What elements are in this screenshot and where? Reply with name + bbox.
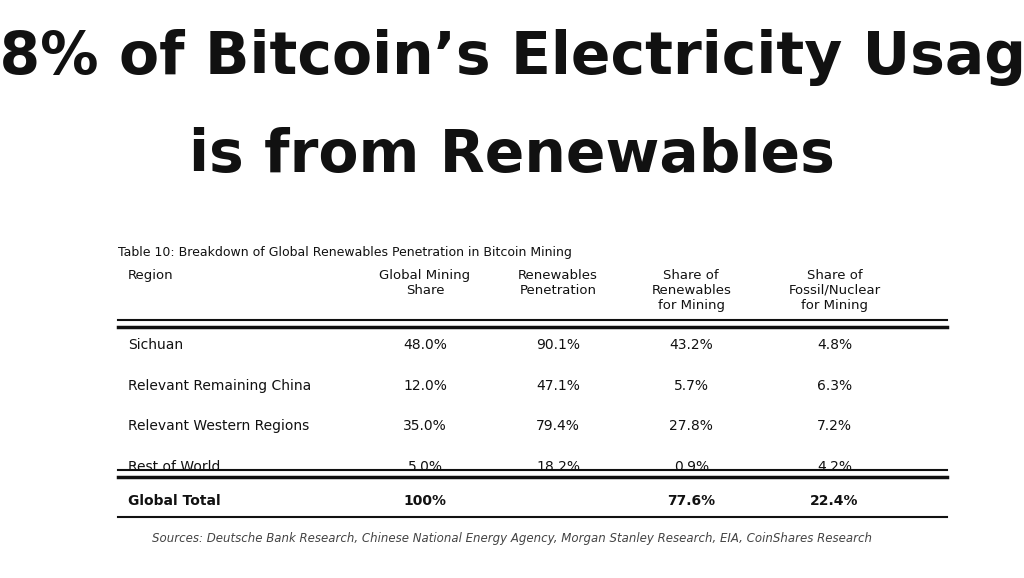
Text: is from Renewables: is from Renewables [189, 127, 835, 184]
Text: 35.0%: 35.0% [403, 419, 446, 433]
Text: 43.2%: 43.2% [670, 338, 713, 352]
Text: 6.3%: 6.3% [817, 379, 852, 392]
Text: 5.7%: 5.7% [674, 379, 709, 392]
Text: Renewables
Penetration: Renewables Penetration [518, 269, 598, 297]
Text: 12.0%: 12.0% [403, 379, 446, 392]
Text: Share of
Renewables
for Mining: Share of Renewables for Mining [651, 269, 731, 312]
Text: 27.8%: 27.8% [670, 419, 713, 433]
Text: Region: Region [128, 269, 174, 281]
Text: Rest of World: Rest of World [128, 460, 220, 473]
Text: Relevant Remaining China: Relevant Remaining China [128, 379, 311, 392]
Text: 79.4%: 79.4% [537, 419, 580, 433]
Text: Relevant Western Regions: Relevant Western Regions [128, 419, 309, 433]
Text: 47.1%: 47.1% [537, 379, 580, 392]
Text: 5.0%: 5.0% [408, 460, 442, 473]
Text: Global Total: Global Total [128, 494, 220, 508]
Text: 48.0%: 48.0% [403, 338, 446, 352]
Text: 18.2%: 18.2% [537, 460, 580, 473]
Text: 0.9%: 0.9% [674, 460, 709, 473]
Text: 90.1%: 90.1% [537, 338, 580, 352]
Text: Share of
Fossil/Nuclear
for Mining: Share of Fossil/Nuclear for Mining [788, 269, 881, 312]
Text: 4.8%: 4.8% [817, 338, 852, 352]
Text: 77.6%: 77.6% [668, 494, 715, 508]
Text: Sources: Deutsche Bank Research, Chinese National Energy Agency, Morgan Stanley : Sources: Deutsche Bank Research, Chinese… [152, 532, 872, 544]
Text: 4.2%: 4.2% [817, 460, 852, 473]
Text: Table 10: Breakdown of Global Renewables Penetration in Bitcoin Mining: Table 10: Breakdown of Global Renewables… [118, 246, 571, 258]
Text: 78% of Bitcoin’s Electricity Usage: 78% of Bitcoin’s Electricity Usage [0, 29, 1024, 86]
Text: 100%: 100% [403, 494, 446, 508]
Text: 22.4%: 22.4% [810, 494, 859, 508]
Text: Sichuan: Sichuan [128, 338, 183, 352]
Text: Global Mining
Share: Global Mining Share [380, 269, 470, 297]
Text: 7.2%: 7.2% [817, 419, 852, 433]
